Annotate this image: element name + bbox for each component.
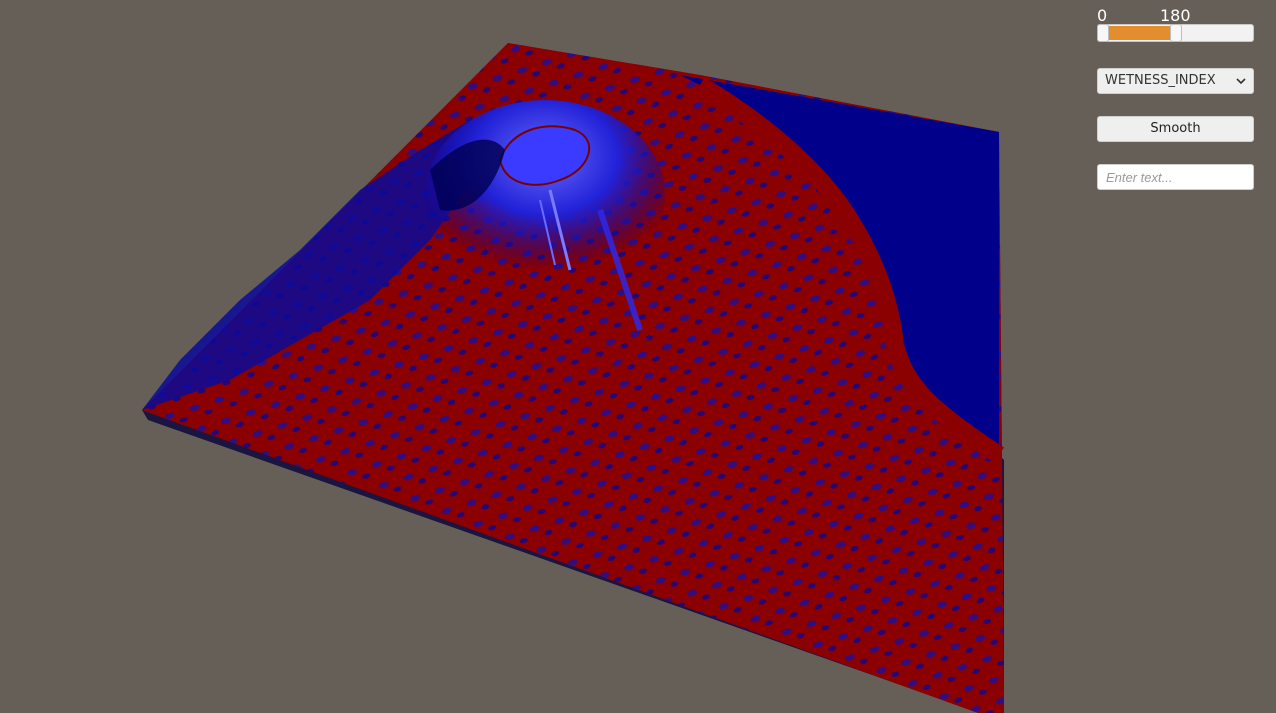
range-max-label: 180 [1160,6,1191,25]
coastline [695,77,1004,463]
range-slider-min-handle[interactable] [1097,24,1109,42]
range-slider-fill [1108,26,1170,40]
crater-shadow [430,139,505,211]
range-min-label: 0 [1097,6,1108,25]
ridge [597,209,643,331]
smooth-button[interactable]: Smooth [1097,116,1254,142]
sea-region [680,75,999,455]
ridge [539,199,556,266]
text-input-field[interactable] [1097,164,1254,190]
control-panel: 0 180 WETNESS_INDEX Smooth [1097,4,1254,190]
west-slope [142,110,500,410]
range-labels: 0 180 [1097,4,1254,25]
ridge [548,189,572,271]
attribute-dropdown[interactable]: WETNESS_INDEX [1097,68,1254,94]
range-slider[interactable] [1097,24,1254,42]
range-slider-max-handle[interactable] [1170,24,1182,42]
chevron-down-icon [1236,78,1246,85]
dropdown-selected-value: WETNESS_INDEX [1105,73,1216,88]
crater-rim [498,125,591,186]
